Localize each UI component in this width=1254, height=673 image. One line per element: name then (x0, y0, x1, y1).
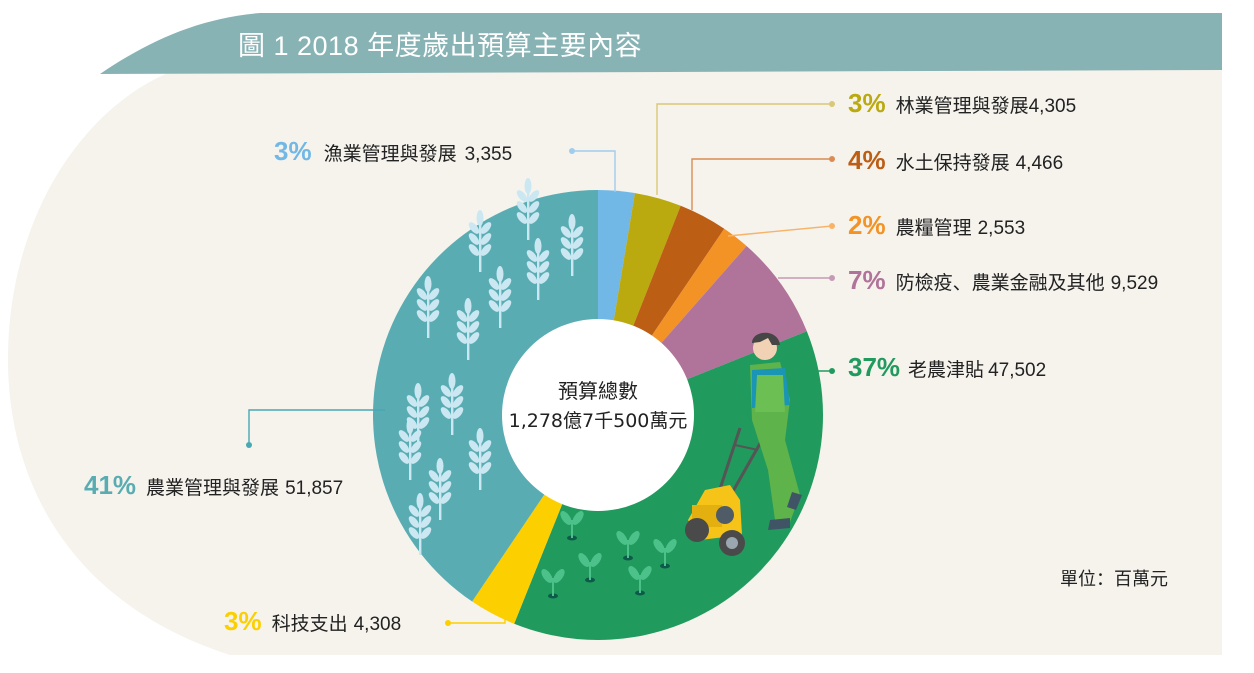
leader-line (727, 225, 833, 237)
wheat-icon (516, 178, 540, 240)
unit-note: 單位：百萬元 (1060, 569, 1168, 590)
wheat-icon (456, 298, 480, 360)
wheat-icon (468, 210, 492, 272)
label-value: 4,466 (1015, 153, 1064, 174)
label-fishery: 3% 漁業管理與發展 3,355 (274, 136, 512, 167)
leader-dot (829, 156, 835, 162)
leader-line (572, 150, 616, 192)
label-soil: 4% 水土保持發展 4,466 (848, 145, 1063, 176)
label-pct: 3% (224, 606, 262, 636)
sprout-icon (616, 531, 640, 561)
farmer-illustration (685, 332, 802, 556)
label-name: 老農津貼 (908, 359, 985, 381)
label-value: 9,529 (1110, 273, 1159, 294)
label-forestry: 3% 林業管理與發展 4,305 (848, 88, 1076, 119)
sprout-icon (653, 539, 677, 569)
total-label: 預算總數 (558, 379, 638, 403)
label-name: 農糧管理 (895, 217, 972, 239)
total-value: 1,278億7千500萬元 (508, 410, 688, 432)
wheat-icon (488, 266, 512, 328)
label-value: 2,553 (977, 218, 1026, 239)
wheat-icon (428, 458, 452, 520)
label-name: 水土保持發展 (895, 152, 1010, 174)
label-name: 林業管理與發展 (895, 95, 1029, 117)
sprout-icon (628, 566, 652, 596)
label-value: 47,502 (988, 360, 1047, 381)
label-name: 科技支出 (271, 613, 348, 635)
label-pct: 3% (848, 88, 886, 118)
donut-hole (502, 319, 694, 511)
wheat-icon (526, 238, 550, 300)
leader-lines (246, 101, 835, 626)
leader-dot (829, 101, 835, 107)
wheat-decoration (398, 178, 584, 555)
donut-center-label: 預算總數 1,278億7千500萬元 (503, 376, 693, 436)
leader-line (656, 103, 832, 195)
leader-dot (829, 275, 835, 281)
label-value: 51,857 (285, 478, 344, 499)
leader-dot (829, 368, 835, 374)
wheat-icon (416, 276, 440, 338)
label-name: 農業管理與發展 (146, 477, 280, 499)
label-pct: 3% (274, 136, 312, 166)
label-grain: 2% 農糧管理 2,553 (848, 210, 1025, 241)
sprout-icon (578, 553, 602, 583)
header-bar (100, 13, 1222, 74)
label-pct: 37% (848, 352, 901, 382)
label-elderly: 37% 老農津貼 47,502 (848, 352, 1046, 383)
label-value: 3,355 (464, 144, 513, 165)
label-tech: 3% 科技支出 4,308 (224, 606, 401, 637)
label-agri: 41% 農業管理與發展 51,857 (84, 470, 343, 501)
page-title: 圖 1 2018 年度歲出預算主要內容 (238, 31, 643, 61)
leader-dot (569, 148, 575, 154)
label-pct: 2% (848, 210, 886, 240)
label-quarantine: 7% 防檢疫、農業金融及其他 9,529 (848, 265, 1158, 296)
wheat-icon (468, 428, 492, 490)
sprout-icon (560, 511, 584, 541)
leader-line (448, 598, 506, 624)
wheat-icon (440, 373, 464, 435)
label-pct: 41% (84, 470, 137, 500)
leader-line (691, 158, 832, 210)
sprout-icon (541, 569, 565, 599)
leader-dot (246, 442, 252, 448)
label-pct: 7% (848, 265, 886, 295)
label-name: 防檢疫、農業金融及其他 (895, 272, 1105, 294)
label-value: 4,305 (1028, 96, 1077, 117)
wheat-icon (398, 418, 422, 480)
label-value: 4,308 (353, 614, 402, 635)
label-name: 漁業管理與發展 (323, 143, 457, 165)
leader-dot (829, 223, 835, 229)
sprout-decoration (541, 511, 677, 599)
wheat-icon (560, 214, 584, 276)
label-pct: 4% (848, 145, 886, 175)
leader-line (248, 409, 385, 445)
wheat-icon (408, 493, 432, 555)
leader-dot (445, 620, 451, 626)
